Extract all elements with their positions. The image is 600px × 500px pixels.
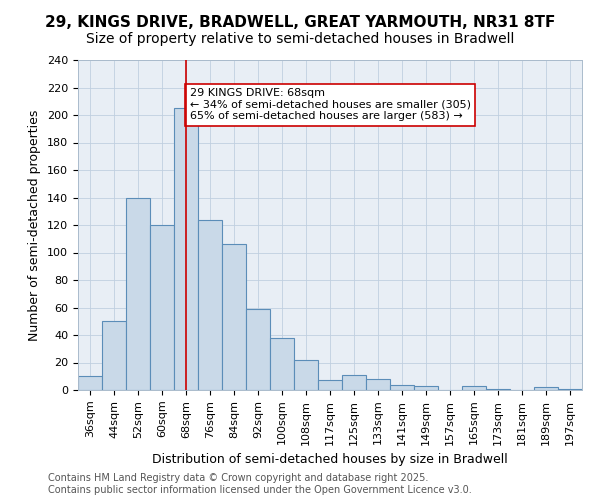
Text: 29 KINGS DRIVE: 68sqm
← 34% of semi-detached houses are smaller (305)
65% of sem: 29 KINGS DRIVE: 68sqm ← 34% of semi-deta… — [190, 88, 470, 121]
Bar — [294, 360, 318, 390]
Bar — [390, 384, 414, 390]
Text: Contains HM Land Registry data © Crown copyright and database right 2025.
Contai: Contains HM Land Registry data © Crown c… — [48, 474, 472, 495]
Bar — [78, 376, 102, 390]
Bar — [102, 322, 126, 390]
Bar — [318, 380, 342, 390]
Bar — [366, 379, 390, 390]
Bar — [222, 244, 246, 390]
Bar — [150, 225, 174, 390]
Bar — [486, 388, 510, 390]
Text: 29, KINGS DRIVE, BRADWELL, GREAT YARMOUTH, NR31 8TF: 29, KINGS DRIVE, BRADWELL, GREAT YARMOUT… — [45, 15, 555, 30]
Bar — [126, 198, 150, 390]
Bar — [270, 338, 294, 390]
Bar — [558, 388, 582, 390]
Bar — [534, 387, 558, 390]
Bar — [246, 309, 270, 390]
Bar — [342, 375, 366, 390]
Bar — [462, 386, 486, 390]
X-axis label: Distribution of semi-detached houses by size in Bradwell: Distribution of semi-detached houses by … — [152, 453, 508, 466]
Bar — [414, 386, 438, 390]
Bar — [174, 108, 198, 390]
Text: Size of property relative to semi-detached houses in Bradwell: Size of property relative to semi-detach… — [86, 32, 514, 46]
Bar — [198, 220, 222, 390]
Y-axis label: Number of semi-detached properties: Number of semi-detached properties — [28, 110, 41, 340]
